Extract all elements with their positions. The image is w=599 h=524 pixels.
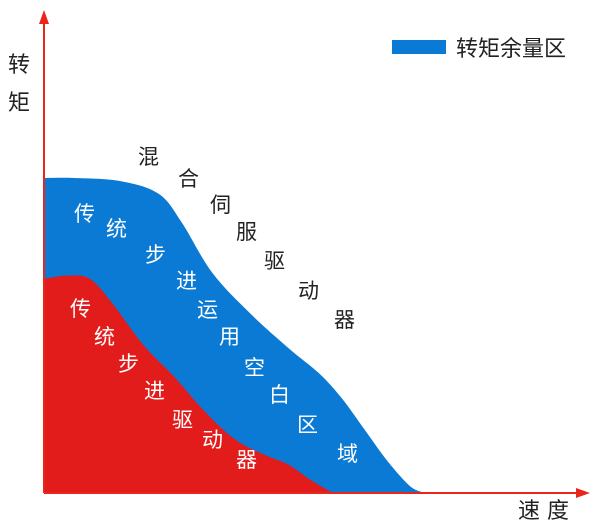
- legend-label-torque-margin: 转矩余量区: [456, 37, 566, 62]
- label-hybrid-servo-driver: 混合伺服驱动器: [138, 145, 355, 332]
- chart-axes: [39, 10, 590, 498]
- x-axis-label: 速 度: [518, 499, 569, 524]
- chart-areas: [44, 177, 426, 494]
- y-axis-label: 转矩: [8, 53, 30, 116]
- label-stepper-blank-zone: 传统步进运用空白区域: [74, 202, 358, 466]
- legend: 转矩余量区: [392, 37, 566, 62]
- legend-swatch-torque-margin: [392, 40, 446, 54]
- area-stepper: [44, 275, 350, 494]
- label-stepper-driver: 传统步进驱动器: [70, 297, 257, 472]
- axis-labels: 转矩 速 度: [8, 53, 569, 524]
- y-axis-arrow: [39, 10, 49, 24]
- x-axis-arrow: [576, 488, 590, 498]
